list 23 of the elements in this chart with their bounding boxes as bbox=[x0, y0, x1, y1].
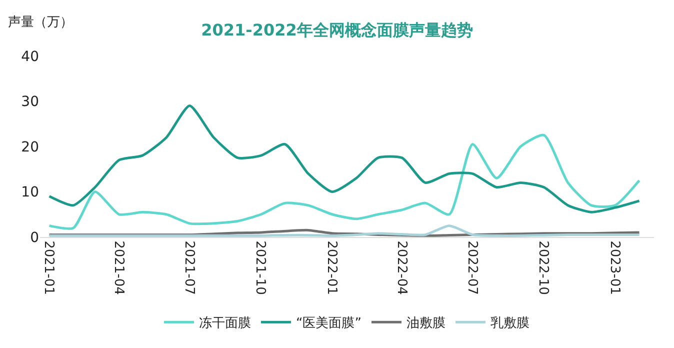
legend-label: 油敷膜 bbox=[406, 316, 446, 332]
x-tick-label: 2022-04 bbox=[394, 240, 409, 295]
line-series bbox=[48, 134, 641, 230]
x-tick-label: 2021-10 bbox=[252, 240, 268, 295]
x-tick-label: 2022-01 bbox=[324, 240, 340, 295]
x-tick-label: 2021-07 bbox=[181, 240, 196, 295]
y-tick-label: 40 bbox=[21, 48, 39, 65]
line-series bbox=[48, 104, 641, 214]
y-axis-title: 声量（万） bbox=[8, 15, 73, 30]
x-tick-label: 2023-01 bbox=[607, 240, 622, 295]
legend-label: 乳敷膜 bbox=[490, 316, 530, 332]
y-tick-label: 30 bbox=[21, 94, 39, 110]
x-tick-label: 2021-01 bbox=[41, 240, 56, 295]
legend-label: 冻干面膜 bbox=[199, 316, 251, 332]
y-tick-label: 20 bbox=[21, 139, 39, 156]
x-tick-label: 2022-07 bbox=[464, 240, 480, 295]
x-tick-label: 2021-04 bbox=[110, 240, 126, 295]
legend-label: “医美面膜” bbox=[296, 315, 362, 332]
y-tick-label: 0 bbox=[30, 230, 39, 246]
y-tick-label: 10 bbox=[21, 184, 39, 201]
line-series bbox=[48, 224, 641, 237]
chart-title: 2021-2022年全网概念面膜声量趋势 bbox=[201, 20, 473, 40]
x-tick-label: 2022-10 bbox=[536, 240, 551, 295]
